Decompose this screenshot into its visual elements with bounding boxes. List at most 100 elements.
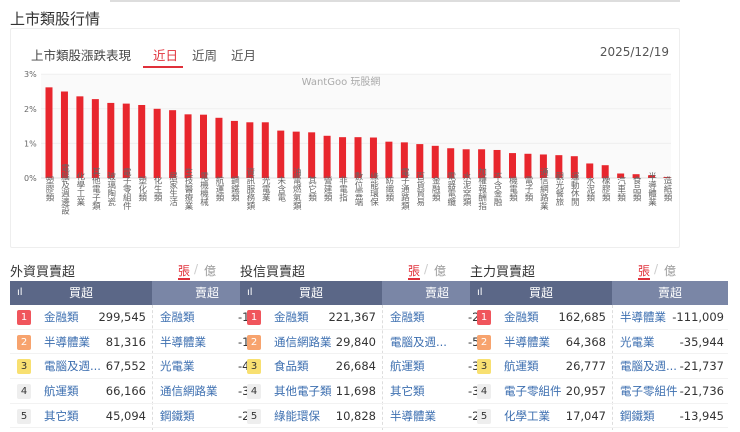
bar[interactable] <box>261 122 269 178</box>
sector-link[interactable]: 半導體業 <box>160 334 206 349</box>
sector-link[interactable]: 光電業 <box>160 359 195 374</box>
sector-link[interactable]: 金融類 <box>44 310 79 324</box>
bar[interactable] <box>91 99 99 178</box>
bar[interactable] <box>478 149 486 178</box>
bar[interactable] <box>400 142 408 178</box>
unit-shares-toggle[interactable]: 張 <box>178 264 191 278</box>
chart-card: 上市類股漲跌表現 近日 近周 近月 2025/12/19 0% 1% 2% 3% Wan… <box>10 28 680 248</box>
bar[interactable] <box>493 149 501 178</box>
bar[interactable] <box>45 87 53 178</box>
unit-shares-toggle[interactable]: 張 <box>638 264 651 278</box>
top-divider <box>110 0 680 2</box>
sector-link[interactable]: 鋼鐵類 <box>160 408 195 423</box>
rank-badge: 3 <box>477 359 491 375</box>
sector-link[interactable]: 電腦及週... <box>620 359 677 374</box>
sector-link[interactable]: 綠能環保 <box>274 408 320 423</box>
bar[interactable] <box>246 122 254 178</box>
bar[interactable] <box>447 148 455 178</box>
bar[interactable] <box>663 176 671 178</box>
sector-link[interactable]: 通信網路業 <box>160 384 218 399</box>
sector-link[interactable]: 半導體業 <box>44 334 90 349</box>
bar[interactable] <box>153 108 161 178</box>
bar[interactable] <box>416 144 424 178</box>
sector-link[interactable]: 航運類 <box>504 359 539 374</box>
sector-link[interactable]: 電腦及週... <box>44 359 101 374</box>
tab-week[interactable]: 近周 <box>192 48 218 63</box>
bar[interactable] <box>308 132 316 178</box>
buy-value: 299,545 <box>98 310 146 324</box>
bar[interactable] <box>215 117 223 178</box>
sector-link[interactable]: 金融類 <box>504 310 539 324</box>
bar[interactable] <box>107 102 115 178</box>
bar[interactable] <box>169 110 177 178</box>
sector-link[interactable]: 光電業 <box>620 334 655 349</box>
bar[interactable] <box>122 103 130 178</box>
unit-shares-toggle[interactable]: 張 <box>408 264 421 278</box>
x-tick-label: 其它類 <box>307 176 317 202</box>
bar[interactable] <box>354 137 362 178</box>
bar[interactable] <box>184 114 192 178</box>
bar-chart-icon[interactable]: ıl <box>477 287 483 298</box>
bar[interactable] <box>323 135 331 178</box>
bar[interactable] <box>200 114 207 178</box>
sector-link[interactable]: 半導體業 <box>390 408 436 423</box>
buy-row: 3 電腦及週... 67,552 <box>10 354 152 379</box>
sector-link[interactable]: 其它類 <box>390 384 425 399</box>
bar[interactable] <box>524 153 532 178</box>
bar[interactable] <box>138 104 146 178</box>
bar[interactable] <box>509 153 516 178</box>
unit-amount-toggle[interactable]: 億 <box>664 264 677 278</box>
rank-badge: 4 <box>247 384 261 400</box>
sector-link[interactable]: 化學工業 <box>504 408 550 423</box>
sector-link[interactable]: 金融類 <box>390 310 425 324</box>
sell-row: 半導體業 -2 <box>382 404 480 429</box>
sector-link[interactable]: 航運類 <box>44 384 79 399</box>
chart-card-title: 上市類股漲跌表現 <box>31 48 132 63</box>
bar[interactable] <box>555 155 563 178</box>
bar[interactable] <box>292 131 300 178</box>
sector-link[interactable]: 其它類 <box>44 408 79 423</box>
bar[interactable] <box>339 137 347 178</box>
bar-chart-icon[interactable]: ıl <box>247 287 253 298</box>
buy-value: 66,166 <box>105 384 146 399</box>
sector-link[interactable]: 電腦及週... <box>390 334 447 349</box>
sector-link[interactable]: 鋼鐵類 <box>620 408 655 423</box>
bar[interactable] <box>277 130 285 178</box>
bar[interactable] <box>60 91 68 179</box>
bar[interactable] <box>230 120 238 178</box>
sector-link[interactable]: 電子零組件 <box>504 384 562 399</box>
bar[interactable] <box>462 149 470 178</box>
sell-row: 通信網路業 -3 <box>152 379 250 404</box>
bar[interactable] <box>648 175 656 178</box>
unit-amount-toggle[interactable]: 億 <box>204 264 217 278</box>
unit-active-indicator <box>638 278 650 280</box>
tab-day[interactable]: 近日 <box>153 48 179 63</box>
tab-month[interactable]: 近月 <box>231 48 257 63</box>
bar[interactable] <box>76 96 84 178</box>
bar[interactable] <box>601 165 609 178</box>
sector-link[interactable]: 金融類 <box>274 310 309 324</box>
bar-chart-icon[interactable]: ıl <box>17 287 23 298</box>
x-tick-label: 電腦及週邊設 <box>59 164 69 216</box>
sector-link[interactable]: 半導體業 <box>504 334 550 349</box>
bar[interactable] <box>385 141 393 178</box>
unit-amount-toggle[interactable]: 億 <box>434 264 447 278</box>
x-tick-label: 機電類 <box>508 176 518 203</box>
sector-link[interactable]: 航運類 <box>390 359 425 374</box>
x-tick-label: 紡織類 <box>384 176 394 203</box>
bar[interactable] <box>632 174 640 178</box>
bar[interactable] <box>570 156 578 178</box>
sector-link[interactable]: 電子零組件 <box>620 384 678 399</box>
sector-link[interactable]: 其他電子類 <box>274 384 332 399</box>
sector-link[interactable]: 半導體業 <box>620 310 666 324</box>
sector-link[interactable]: 通信網路業 <box>274 334 332 349</box>
sector-link[interactable]: 食品類 <box>274 359 309 374</box>
sell-header-label: 賣超 <box>424 286 449 300</box>
sector-link[interactable]: 金融類 <box>160 310 195 324</box>
bar[interactable] <box>617 173 625 178</box>
x-tick-label: 營建類 <box>322 176 332 203</box>
bar[interactable] <box>586 163 594 178</box>
bar[interactable] <box>539 154 547 178</box>
bar[interactable] <box>369 137 377 178</box>
bar[interactable] <box>431 145 439 178</box>
